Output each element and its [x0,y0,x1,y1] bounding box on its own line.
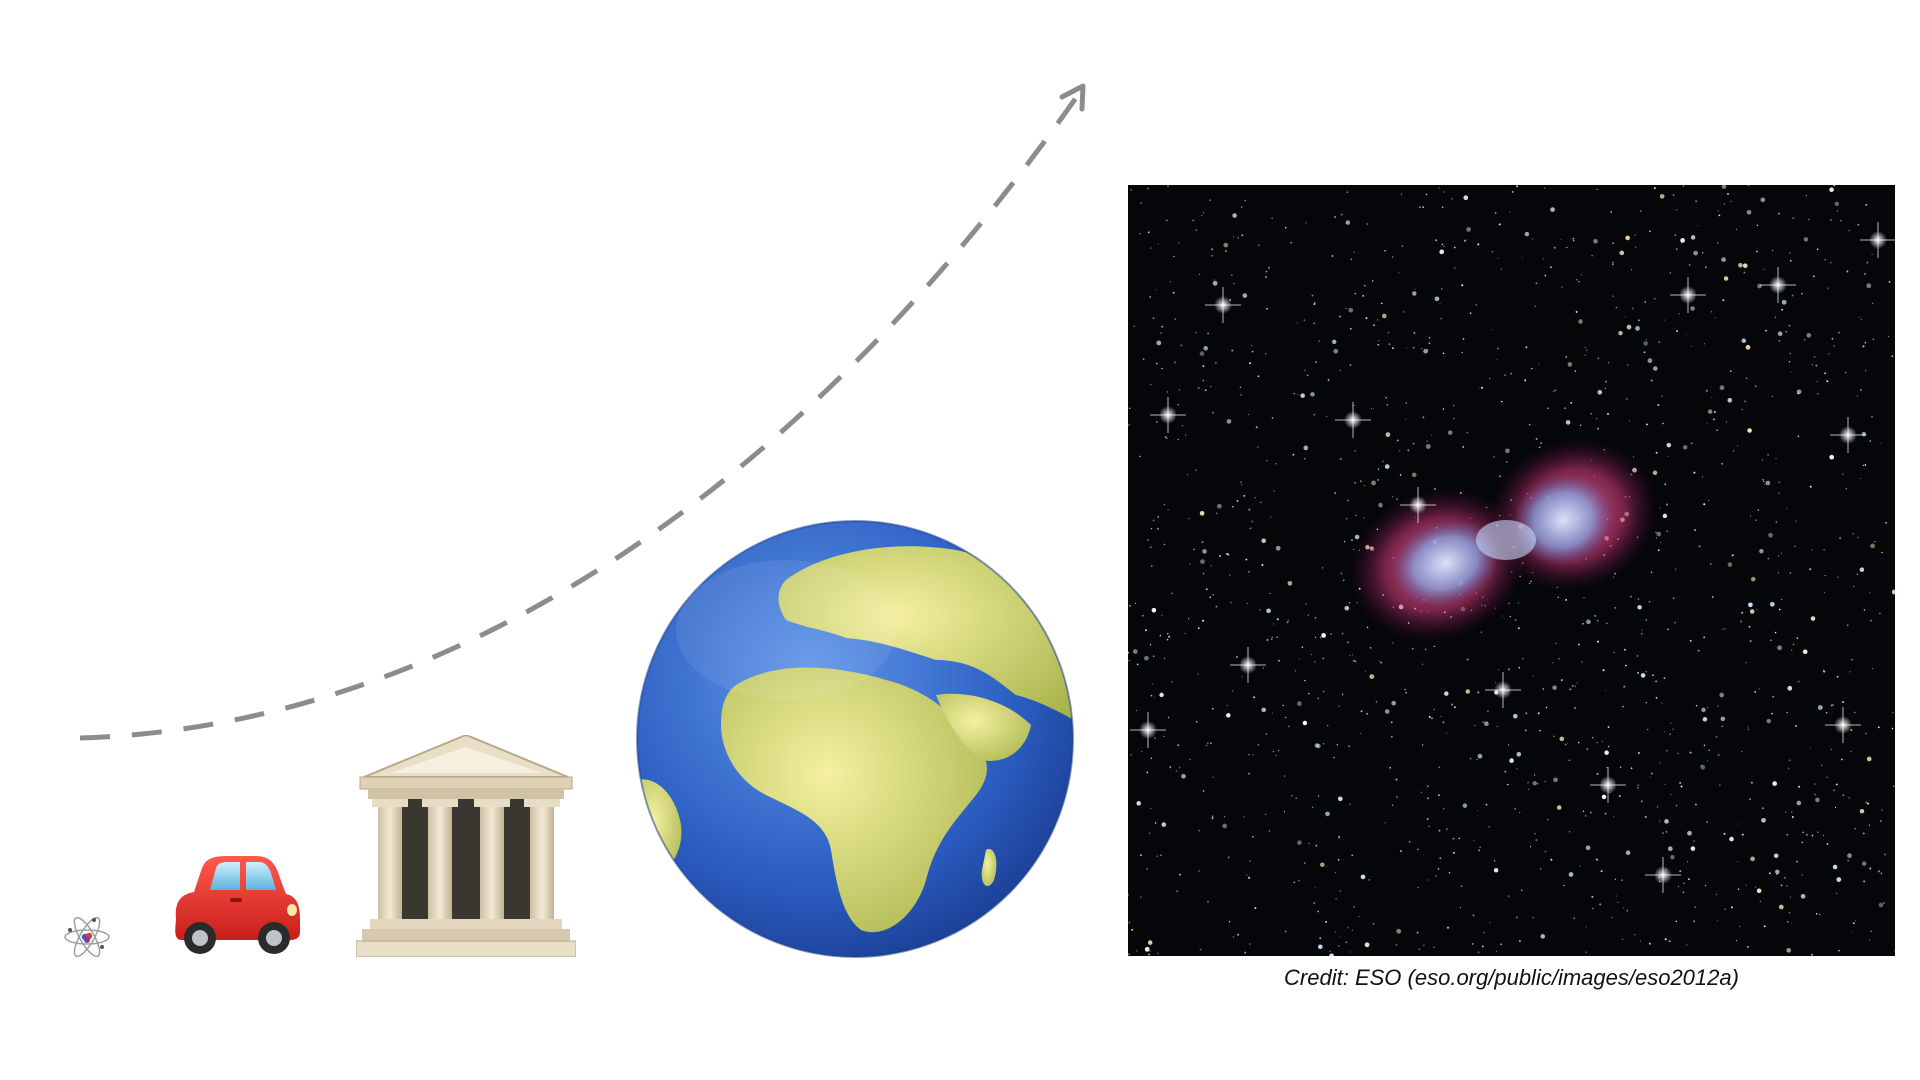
classical-building-icon [356,735,576,957]
planetary-nebula-image [1128,185,1895,956]
atom-icon [64,916,110,958]
star-field [1128,185,1895,956]
image-credit: Credit: ESO (eso.org/public/images/eso20… [1284,965,1739,990]
earth-globe-africa-icon [636,520,1074,958]
red-car-icon [175,856,300,954]
butterfly-nebula [1349,438,1657,642]
